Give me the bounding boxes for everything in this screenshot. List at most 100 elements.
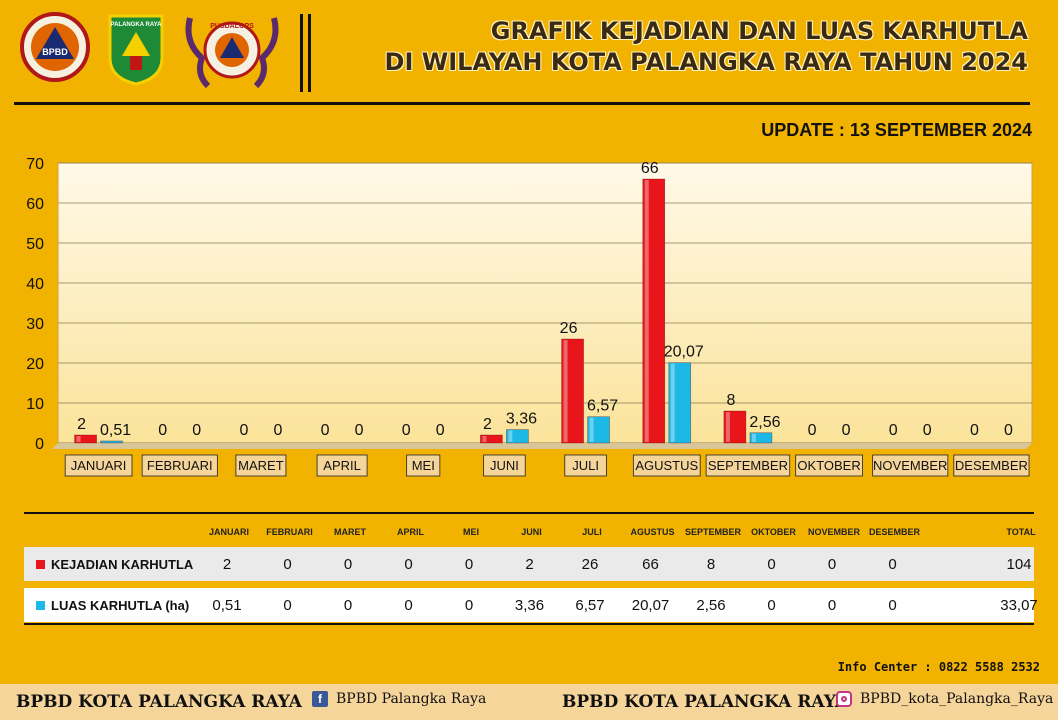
table-row-luas: LUAS KARHUTLA (ha) 0,51 0 0 0 0 3,36 6,57 20,07 2… <box>24 588 1038 622</box>
instagram-icon <box>836 691 852 707</box>
data-label: 0 <box>321 422 330 439</box>
footer-facebook[interactable]: f BPBD Palangka Raya <box>312 691 486 707</box>
table-bottom-rule <box>24 623 1034 625</box>
y-tick-label: 70 <box>26 156 44 173</box>
x-tick-box <box>632 454 701 477</box>
x-tick-box <box>483 454 526 477</box>
data-label: 66 <box>641 160 659 177</box>
bar <box>100 440 123 444</box>
data-label: 0 <box>889 422 898 439</box>
data-label: 20,07 <box>664 344 704 361</box>
x-tick-box <box>141 454 218 477</box>
data-label: 0 <box>842 422 851 439</box>
footer-org-left: BPBD KOTA PALANGKA RAYA <box>16 692 302 712</box>
x-tick-label: JUNI <box>490 458 519 473</box>
title-line-2: DI WILAYAH KOTA PALANGKA RAYA TAHUN 2024 <box>384 48 1028 76</box>
row-label-text: LUAS KARHUTLA (ha) <box>51 597 190 613</box>
header-divider <box>308 14 311 92</box>
header-divider <box>300 14 303 92</box>
x-tick-label: JANUARI <box>71 458 127 473</box>
table-header-cell: TOTAL <box>1006 527 1036 537</box>
y-tick-label: 40 <box>26 276 44 293</box>
title-line-1: GRAFIK KEJADIAN DAN LUAS KARHUTLA <box>490 17 1028 45</box>
table-cell: 0 <box>464 596 474 614</box>
data-label: 0 <box>273 422 282 439</box>
pusdalops-logo: PUSDALOPS <box>185 17 279 89</box>
table-header-cell: JULI <box>582 527 602 537</box>
x-tick-label: AGUSTUS <box>635 458 698 473</box>
table-row-kejadian: KEJADIAN KARHUTLA 2 0 0 0 0 2 26 66 8 0 0 0 104 <box>24 547 1034 581</box>
x-tick-box <box>406 454 441 477</box>
data-label: 0,51 <box>100 422 131 439</box>
data-label: 0 <box>1004 422 1013 439</box>
table-cell: 0 <box>343 555 353 573</box>
x-tick-box <box>235 454 287 477</box>
data-label: 0 <box>923 422 932 439</box>
data-label: 3,36 <box>506 411 537 428</box>
x-tick-label: OKTOBER <box>797 458 860 473</box>
bar-highlight <box>589 417 594 442</box>
legend-swatch <box>36 559 45 569</box>
x-tick-box <box>795 454 863 477</box>
footer-instagram[interactable]: BPBD_kota_Palangka_Raya <box>836 691 1053 707</box>
table-header-cell: MEI <box>462 527 480 537</box>
table-row-label: KEJADIAN KARHUTLA <box>36 547 193 581</box>
table-cell: 0 <box>888 596 897 614</box>
data-label: 0 <box>192 422 201 439</box>
legend-swatch <box>36 600 45 610</box>
table-header-cell: APRIL <box>397 527 424 537</box>
data-label: 2,56 <box>749 414 780 431</box>
facebook-icon: f <box>312 691 328 707</box>
x-tick-box <box>64 454 133 477</box>
footer-bar <box>0 684 1058 720</box>
x-tick-label: FEBRUARI <box>147 458 213 473</box>
y-tick-label: 60 <box>26 196 44 213</box>
table-cell: 0,51 <box>212 596 242 614</box>
table-cell: 33,07 <box>1000 596 1038 614</box>
data-label: 0 <box>158 422 167 439</box>
table-cell: 0 <box>767 555 776 573</box>
table-header-cell: MARET <box>334 527 366 537</box>
table-row-label: LUAS KARHUTLA (ha) <box>36 588 189 622</box>
data-table <box>24 512 1034 625</box>
table-header-cell: AGUSTUS <box>630 527 675 537</box>
data-label: 0 <box>355 422 364 439</box>
table-cell: 0 <box>767 596 776 614</box>
x-tick-box <box>564 454 607 477</box>
bar-highlight <box>644 180 649 442</box>
bar <box>642 178 666 444</box>
x-tick-label: MARET <box>238 458 284 473</box>
table-cell: 0 <box>283 596 292 614</box>
karhutla-bar-chart: 2 0,51 0 0 0 0 0 0 0 0 2 3,36 26 6,57 66 20,07 8 2,56 0 0 0 0… <box>26 156 1033 477</box>
table-cell: 26 <box>581 555 599 573</box>
bar <box>668 362 692 444</box>
y-tick-label: 30 <box>26 316 44 333</box>
table-cell: 0 <box>464 555 474 573</box>
table-header-cell: NOVEMBER <box>807 527 861 537</box>
bar <box>74 434 97 444</box>
footer-org-mid: BPBD KOTA PALANGKA RAYA <box>562 692 848 712</box>
table-cell: 3,36 <box>514 596 545 614</box>
data-label: 0 <box>402 422 411 439</box>
table-cell: 0 <box>827 596 837 614</box>
data-label: 0 <box>436 422 445 439</box>
table-cell: 104 <box>1006 555 1032 573</box>
table-cell: 2 <box>525 555 534 573</box>
x-tick-label: APRIL <box>323 458 361 473</box>
facebook-handle: BPBD Palangka Raya <box>336 691 487 707</box>
y-tick-label: 20 <box>26 356 44 373</box>
table-header-cell: DESEMBER <box>868 527 921 537</box>
palangka-raya-crest: PALANGKA RAYA <box>108 14 164 86</box>
bar-highlight <box>725 412 730 442</box>
bar <box>723 410 747 444</box>
x-tick-label: JULI <box>572 458 599 473</box>
bar-highlight <box>563 340 568 442</box>
table-header-cell: JANUARI <box>208 527 250 537</box>
table-cell: 66 <box>642 555 659 573</box>
data-label: 6,57 <box>587 398 618 415</box>
x-tick-box <box>705 454 791 477</box>
x-tick-box <box>872 454 949 477</box>
bar <box>749 432 773 444</box>
pusdalops-text: PUSDALOPS <box>210 23 254 30</box>
page-title: GRAFIK KEJADIAN DAN LUAS KARHUTLA DI WIL… <box>385 16 1028 78</box>
